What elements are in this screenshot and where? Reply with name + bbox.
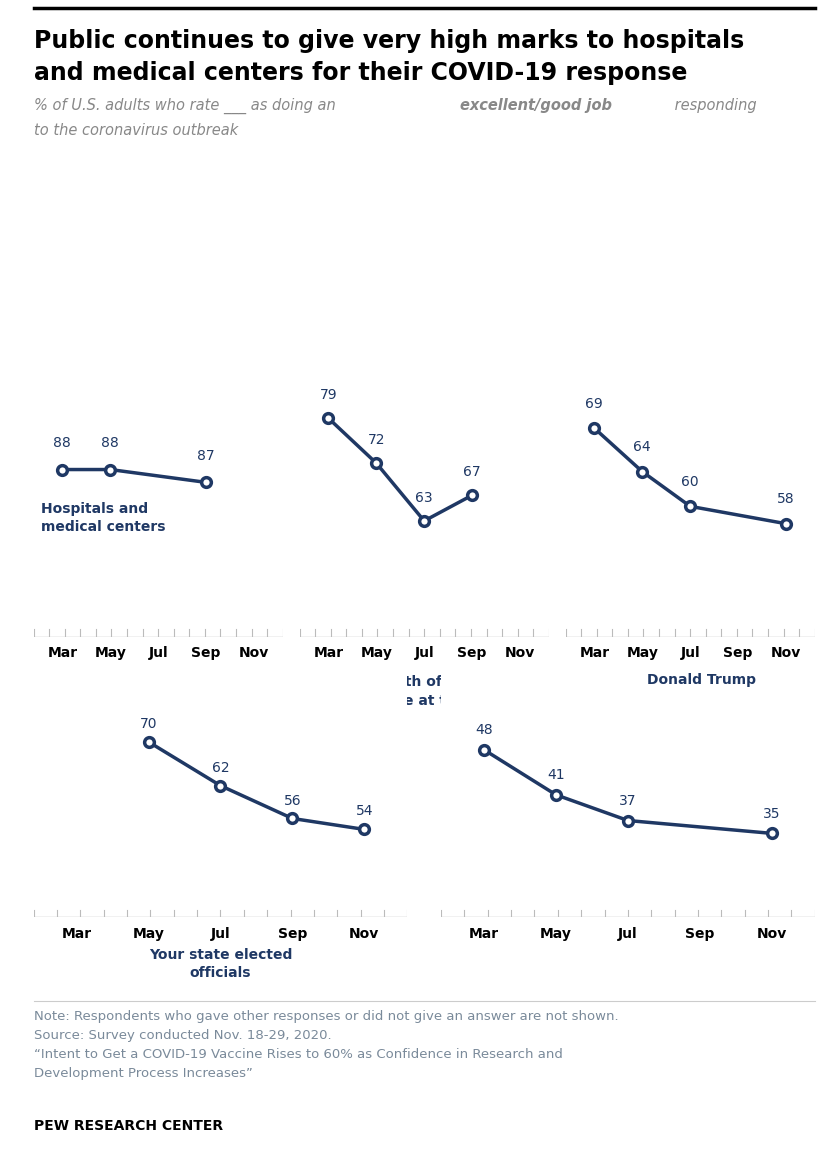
Text: 41: 41 <box>547 769 564 783</box>
Text: 54: 54 <box>355 805 373 819</box>
Text: 70: 70 <box>140 717 157 731</box>
Text: Hospitals and
medical centers: Hospitals and medical centers <box>41 502 165 534</box>
Text: 87: 87 <box>197 450 215 463</box>
Text: responding: responding <box>670 98 757 113</box>
Text: 63: 63 <box>416 491 433 505</box>
Point <box>549 786 563 805</box>
Point <box>55 460 69 479</box>
Point <box>588 419 601 438</box>
Point <box>213 777 227 795</box>
Text: Public continues to give very high marks to hospitals: Public continues to give very high marks… <box>34 29 744 54</box>
Text: 88: 88 <box>102 437 119 451</box>
Text: 60: 60 <box>681 475 699 489</box>
Text: 56: 56 <box>284 793 302 807</box>
Text: 35: 35 <box>763 807 780 820</box>
Point <box>370 453 383 472</box>
Text: Donald Trump: Donald Trump <box>647 673 756 687</box>
Text: and medical centers for their COVID-19 response: and medical centers for their COVID-19 r… <box>34 61 687 85</box>
Point <box>684 498 697 516</box>
Point <box>322 409 335 427</box>
Text: excellent/good job: excellent/good job <box>460 98 612 113</box>
Text: 79: 79 <box>319 388 337 402</box>
Text: 64: 64 <box>633 440 651 454</box>
Point <box>358 820 371 839</box>
Text: PEW RESEARCH CENTER: PEW RESEARCH CENTER <box>34 1119 223 1133</box>
Text: % of U.S. adults who rate ___ as doing an: % of U.S. adults who rate ___ as doing a… <box>34 98 340 114</box>
Point <box>142 732 155 751</box>
Text: 69: 69 <box>585 397 603 411</box>
Text: Public health officials such
as those at the CDC: Public health officials such as those at… <box>319 675 529 708</box>
Point <box>417 512 431 530</box>
Point <box>780 514 793 533</box>
Text: 62: 62 <box>212 760 229 774</box>
Text: Your state elected
officials: Your state elected officials <box>149 947 292 980</box>
Point <box>103 460 117 479</box>
Point <box>765 825 779 843</box>
Text: Note: Respondents who gave other responses or did not give an answer are not sho: Note: Respondents who gave other respons… <box>34 1010 618 1080</box>
Text: 48: 48 <box>475 723 493 737</box>
Text: 67: 67 <box>464 465 481 479</box>
Point <box>477 741 491 759</box>
Text: 58: 58 <box>777 493 795 507</box>
Point <box>199 473 213 492</box>
Point <box>621 811 635 829</box>
Point <box>636 463 649 481</box>
Point <box>465 486 479 505</box>
Text: Your local elected
officials: Your local elected officials <box>621 675 760 708</box>
Text: 37: 37 <box>619 794 637 808</box>
Text: to the coronavirus outbreak: to the coronavirus outbreak <box>34 123 238 138</box>
Point <box>286 809 299 828</box>
Text: 72: 72 <box>368 433 385 447</box>
Text: 88: 88 <box>54 437 71 451</box>
